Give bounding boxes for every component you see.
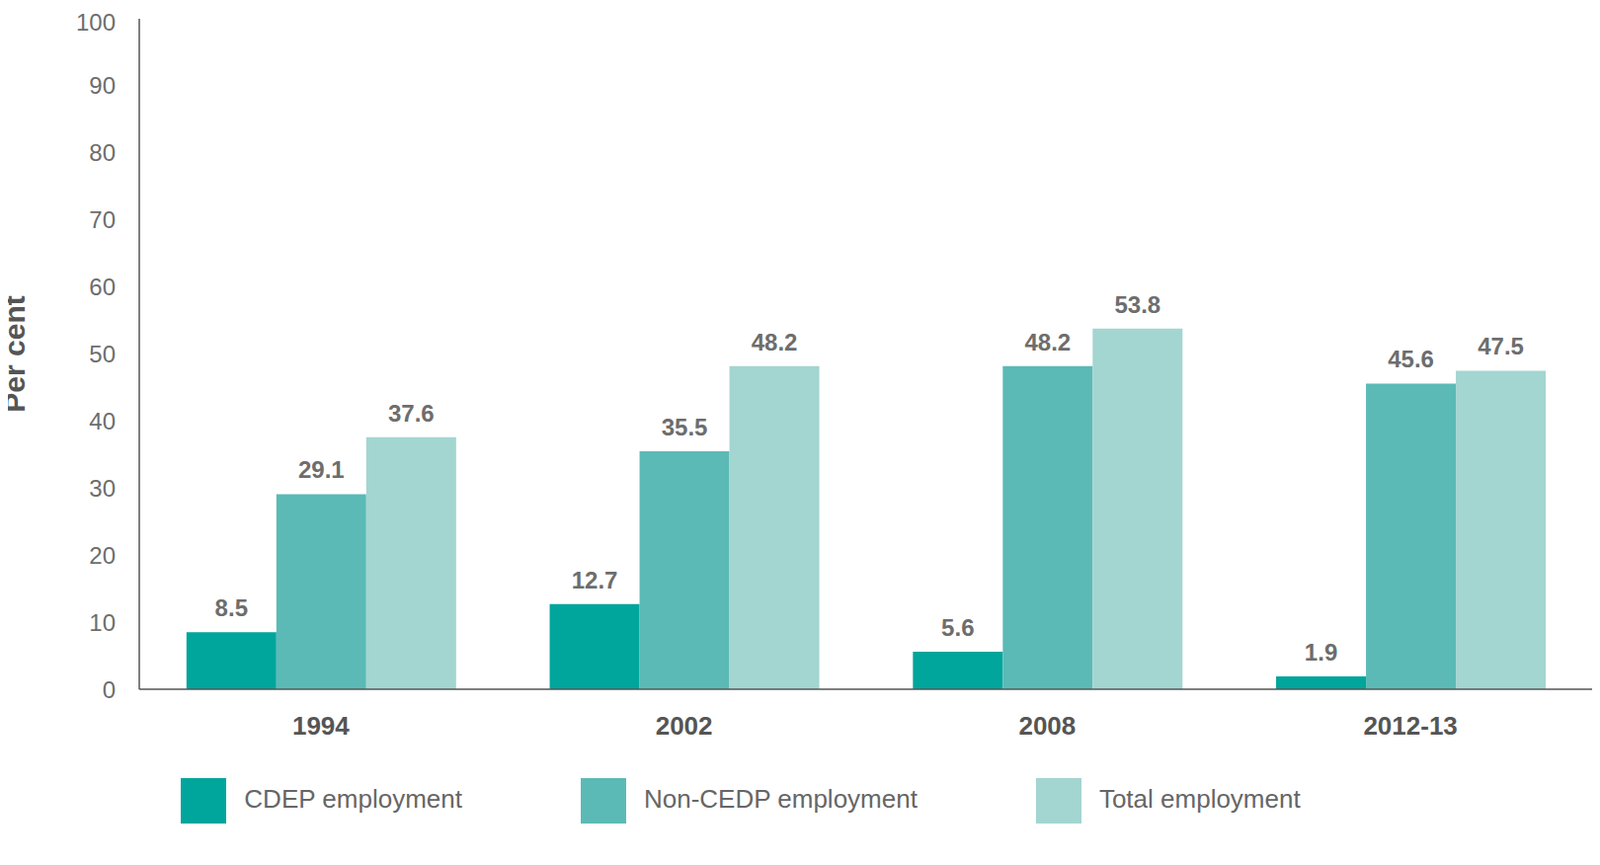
svg-text:12.7: 12.7	[571, 566, 619, 594]
svg-text:8.5: 8.5	[215, 594, 248, 622]
svg-text:50: 50	[88, 340, 116, 368]
svg-text:45.6: 45.6	[1387, 345, 1435, 373]
svg-text:2002: 2002	[655, 711, 714, 741]
svg-text:0: 0	[102, 676, 116, 704]
svg-text:30: 30	[88, 475, 116, 502]
svg-text:2008: 2008	[1018, 711, 1076, 741]
svg-text:10: 10	[88, 609, 116, 637]
svg-text:20: 20	[88, 542, 116, 569]
svg-text:35.5: 35.5	[661, 413, 709, 441]
svg-text:37.6: 37.6	[388, 400, 435, 427]
html-text:Total employment: Total employment	[1099, 784, 1301, 814]
html-text:CDEP employment: CDEP employment	[244, 784, 463, 814]
svg-text:2012-13: 2012-13	[1362, 711, 1457, 741]
svg-text:29.1: 29.1	[298, 456, 345, 483]
svg-text:48.2: 48.2	[751, 328, 799, 356]
svg-text:1.9: 1.9	[1304, 639, 1338, 666]
svg-text:Per cent: Per cent	[7, 295, 31, 412]
html-text:Non-CEDP employment: Non-CEDP employment	[643, 784, 918, 814]
svg-text:100: 100	[76, 8, 116, 36]
svg-text:80: 80	[88, 139, 116, 166]
svg-text:90: 90	[88, 72, 116, 99]
svg-text:53.8: 53.8	[1114, 291, 1161, 319]
svg-text:1994: 1994	[292, 711, 350, 741]
svg-text:5.6: 5.6	[941, 614, 974, 641]
svg-text:60: 60	[88, 273, 116, 301]
svg-text:40: 40	[88, 407, 116, 435]
svg-text:48.2: 48.2	[1024, 328, 1071, 356]
svg-text:70: 70	[88, 206, 116, 234]
svg-text:47.5: 47.5	[1477, 332, 1524, 360]
